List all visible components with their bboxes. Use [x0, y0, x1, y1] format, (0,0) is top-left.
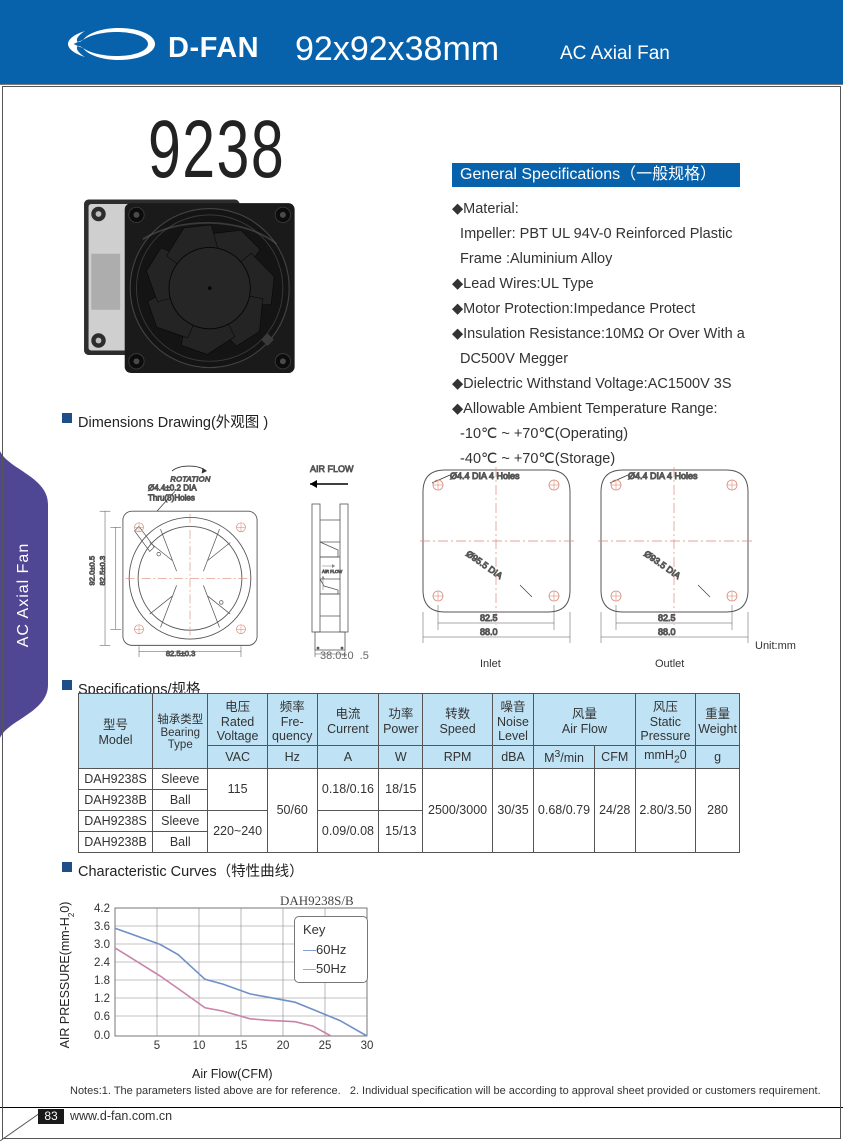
- svg-text:20: 20: [277, 1040, 290, 1052]
- svg-text:10: 10: [193, 1040, 206, 1052]
- svg-text:82.5: 82.5: [658, 613, 676, 623]
- svg-text:Thru(8)Holes: Thru(8)Holes: [148, 493, 195, 502]
- svg-text:Ø4.4 DIA 4 Holes: Ø4.4 DIA 4 Holes: [628, 471, 698, 481]
- svg-text:82.5±0.3: 82.5±0.3: [166, 649, 196, 657]
- svg-text:DAH9238S/B: DAH9238S/B: [280, 893, 354, 908]
- svg-text:AIR FLOW: AIR FLOW: [322, 569, 342, 574]
- svg-text:3.6: 3.6: [94, 921, 110, 933]
- svg-text:Ø4.4±0.2 DIA: Ø4.4±0.2 DIA: [148, 484, 197, 493]
- svg-text:0.6: 0.6: [94, 1011, 110, 1023]
- svg-text:AIR FLOW: AIR FLOW: [310, 464, 354, 474]
- svg-text:88.0: 88.0: [480, 627, 498, 637]
- svg-text:1.2: 1.2: [94, 993, 110, 1005]
- svg-text:82.5±0.3: 82.5±0.3: [98, 556, 107, 586]
- svg-text:Ø93.5 DIA: Ø93.5 DIA: [642, 549, 682, 581]
- svg-text:2.4: 2.4: [94, 957, 111, 969]
- svg-text:3.0: 3.0: [94, 939, 110, 951]
- svg-text:88.0: 88.0: [658, 627, 676, 637]
- svg-text:0.0: 0.0: [94, 1030, 110, 1042]
- svg-text:92.0±0.5: 92.0±0.5: [87, 556, 96, 586]
- svg-text:82.5: 82.5: [480, 613, 498, 623]
- svg-text:ROTATION: ROTATION: [170, 475, 210, 484]
- svg-text:25: 25: [319, 1040, 332, 1052]
- svg-text:1.8: 1.8: [94, 975, 110, 987]
- svg-text:15: 15: [235, 1040, 248, 1052]
- svg-text:Ø95.5 DIA: Ø95.5 DIA: [464, 549, 504, 581]
- svg-text:30: 30: [361, 1040, 374, 1052]
- svg-text:4.2: 4.2: [94, 903, 110, 915]
- svg-text:Ø4.4 DIA 4 Holes: Ø4.4 DIA 4 Holes: [450, 471, 520, 481]
- svg-text:AIR PRESSURE(mm-H20): AIR PRESSURE(mm-H20): [58, 902, 76, 1049]
- svg-text:5: 5: [154, 1040, 160, 1052]
